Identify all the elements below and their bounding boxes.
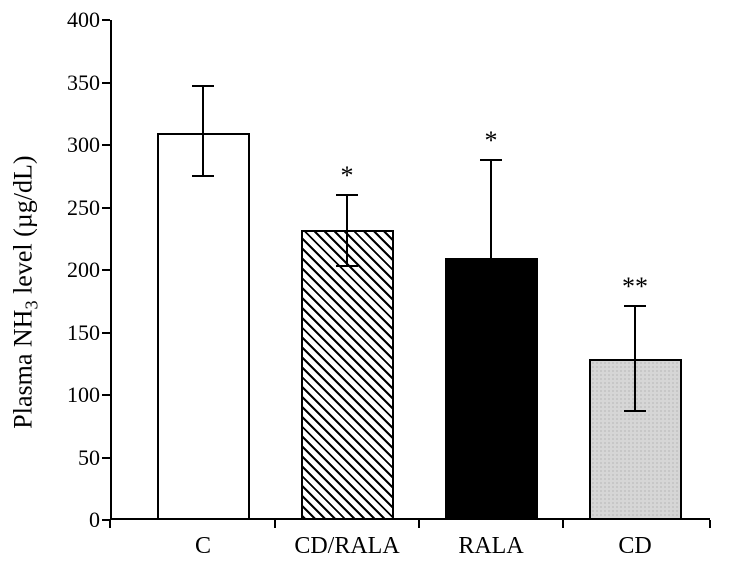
y-tick xyxy=(102,269,110,271)
y-tick-label: 200 xyxy=(50,259,100,281)
y-tick xyxy=(102,82,110,84)
y-axis-title: Plasma NH3 level (µg/dL) xyxy=(9,155,43,428)
y-tick-label: 100 xyxy=(50,384,100,406)
y-tick-label: 150 xyxy=(50,322,100,344)
x-tick-label: CD/RALA xyxy=(267,534,427,558)
x-tick-label: RALA xyxy=(411,534,571,558)
sig-marker: * xyxy=(317,163,377,189)
error-cap xyxy=(480,159,502,161)
error-bar xyxy=(634,306,636,411)
error-cap xyxy=(624,305,646,307)
error-bar xyxy=(346,195,348,266)
error-cap xyxy=(192,175,214,177)
x-tick-label: CD xyxy=(555,534,715,558)
y-tick-label: 300 xyxy=(50,134,100,156)
error-cap xyxy=(624,410,646,412)
y-tick xyxy=(102,207,110,209)
error-bar xyxy=(490,160,492,354)
sig-marker: * xyxy=(461,128,521,154)
y-tick xyxy=(102,457,110,459)
x-tick xyxy=(274,520,276,528)
bar-c xyxy=(157,133,250,521)
x-tick xyxy=(109,520,111,528)
y-tick-label: 50 xyxy=(50,447,100,469)
y-tick xyxy=(102,19,110,21)
error-cap xyxy=(480,353,502,355)
bar-cd-rala xyxy=(301,230,394,520)
y-axis-title-container: Plasma NH3 level (µg/dL) xyxy=(6,0,46,584)
error-cap xyxy=(336,265,358,267)
y-tick xyxy=(102,144,110,146)
y-tick-label: 0 xyxy=(50,509,100,531)
y-tick-label: 350 xyxy=(50,72,100,94)
error-bar xyxy=(202,86,204,176)
x-tick-label: C xyxy=(123,534,283,558)
error-cap xyxy=(192,85,214,87)
x-tick xyxy=(709,520,711,528)
y-tick xyxy=(102,394,110,396)
x-tick xyxy=(418,520,420,528)
error-cap xyxy=(336,194,358,196)
plot-area: **** xyxy=(110,20,710,520)
x-tick xyxy=(562,520,564,528)
y-tick-label: 400 xyxy=(50,9,100,31)
y-tick xyxy=(102,332,110,334)
bar-chart: Plasma NH3 level (µg/dL) 0 50 100 150 200 250… xyxy=(0,0,750,584)
y-tick-label: 250 xyxy=(50,197,100,219)
sig-marker: ** xyxy=(605,274,665,300)
y-axis-line xyxy=(110,20,112,520)
